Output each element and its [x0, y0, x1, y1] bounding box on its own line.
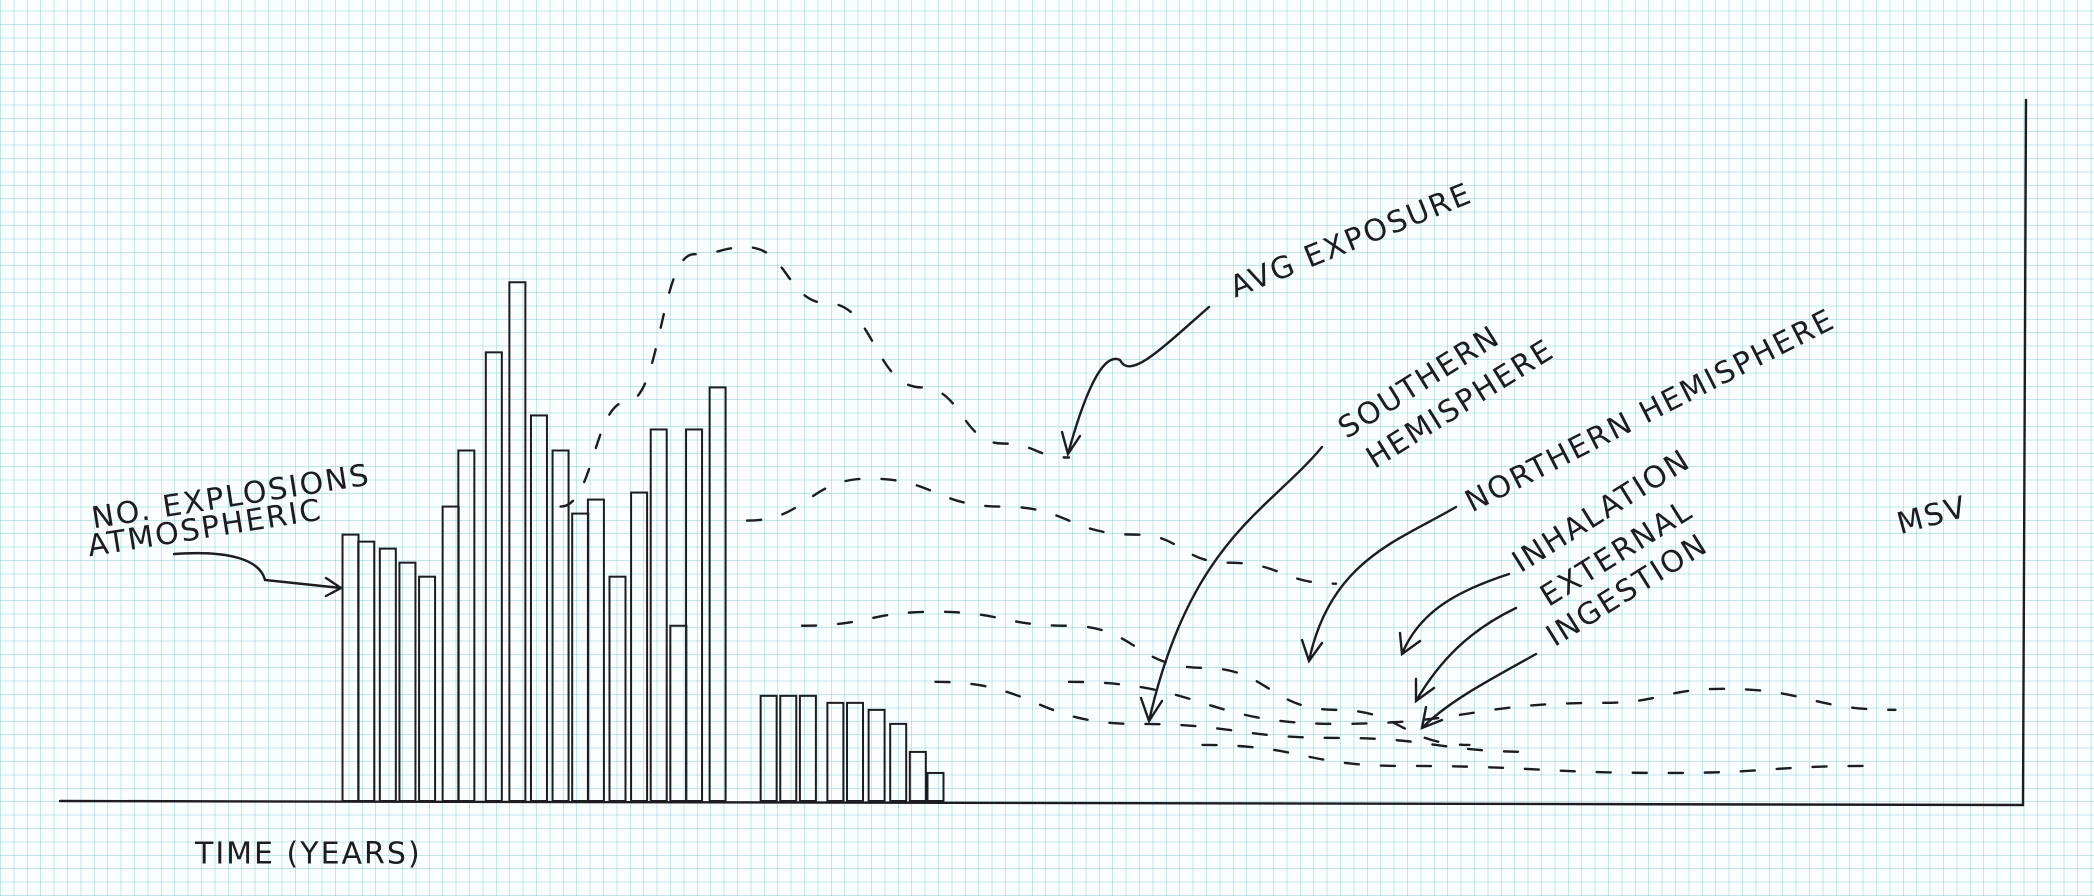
arrows — [172, 305, 1538, 730]
annotation: AVG EXPOSURE — [1225, 176, 1477, 305]
bar — [418, 575, 437, 802]
bar — [846, 701, 865, 802]
exposure-curve — [800, 610, 1471, 747]
arrow — [1060, 305, 1211, 457]
bar — [759, 694, 778, 802]
bar — [378, 547, 397, 803]
exposure-curve — [1067, 680, 1897, 726]
bar — [551, 449, 570, 802]
bar — [798, 694, 817, 802]
bar — [826, 701, 845, 802]
bar — [708, 386, 727, 802]
right-axis — [2021, 98, 2028, 807]
bar — [398, 561, 417, 802]
arrow — [172, 551, 344, 598]
bar — [926, 771, 945, 803]
arrow — [1420, 652, 1538, 730]
exposure-curve — [1201, 743, 1872, 775]
bar — [586, 498, 605, 802]
bar — [357, 540, 376, 802]
bar — [669, 624, 688, 802]
bar — [889, 722, 908, 803]
bar — [508, 281, 527, 802]
arrow — [1300, 505, 1458, 664]
bar — [484, 351, 503, 802]
bar — [779, 694, 798, 802]
bar — [867, 708, 886, 802]
bar — [608, 575, 627, 802]
arrow — [1139, 445, 1324, 724]
x-axis-label: TIME (YEARS) — [194, 837, 422, 872]
exposure-curve — [559, 246, 1071, 508]
arrow — [1398, 572, 1511, 657]
bar — [341, 533, 360, 802]
bar — [457, 449, 476, 802]
exposure-curve — [745, 477, 1338, 585]
annotation: MSV — [1893, 490, 1971, 542]
bar — [908, 750, 927, 802]
bar — [649, 428, 668, 802]
bar — [685, 428, 704, 802]
bar — [529, 414, 548, 802]
arrow — [1414, 606, 1518, 704]
bar — [441, 505, 460, 802]
exposure-curve — [934, 680, 1538, 754]
bar — [571, 512, 590, 803]
bar — [630, 491, 649, 802]
